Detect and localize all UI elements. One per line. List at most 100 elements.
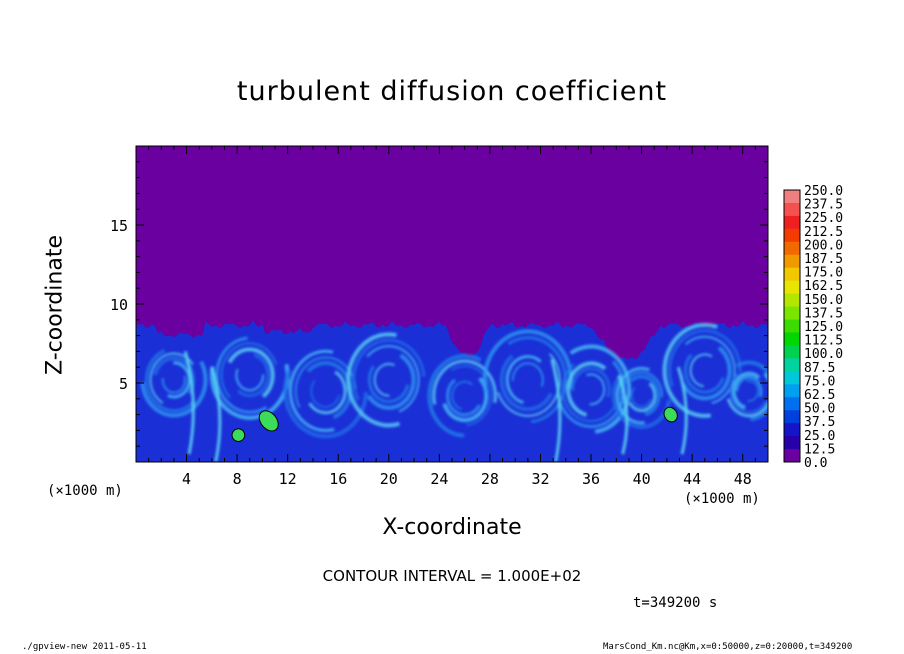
colorbar-label: 87.5 xyxy=(804,361,835,376)
colorbar-label: 37.5 xyxy=(804,415,835,430)
x-tick-label: 40 xyxy=(633,470,651,488)
colorbar-label: 0.0 xyxy=(804,456,827,471)
x-tick-label: 8 xyxy=(233,470,242,488)
eddy-filament xyxy=(668,329,742,387)
colorbar-label: 150.0 xyxy=(804,293,843,308)
eddy-filament xyxy=(373,362,395,397)
eddy-filament xyxy=(220,342,278,399)
x-tick-label: 16 xyxy=(329,470,347,488)
contour-interval: CONTOUR INTERVAL = 1.000E+02 xyxy=(322,567,582,585)
x-tick-label: 20 xyxy=(380,470,398,488)
colorbar-cell xyxy=(784,267,800,282)
y-tick-label: 10 xyxy=(110,296,128,314)
colorbar-cell xyxy=(784,228,800,243)
colorbar-frame xyxy=(783,189,801,463)
eddy-filament xyxy=(149,352,194,404)
eddy-filament xyxy=(689,353,713,388)
contour-line xyxy=(663,406,678,423)
colorbar-label: 162.5 xyxy=(804,279,843,294)
eddy-filament xyxy=(367,353,416,410)
eddy-filaments xyxy=(140,322,768,462)
eddy-filament xyxy=(215,336,268,414)
eddy-filament xyxy=(746,379,760,402)
contour-line xyxy=(231,428,246,442)
eddy-filament xyxy=(499,354,553,412)
colorbar-label: 175.0 xyxy=(804,266,843,281)
eddy-filament xyxy=(140,360,208,418)
eddy-filament xyxy=(566,361,607,417)
eddy-filament xyxy=(367,365,410,404)
colorbar-label: 100.0 xyxy=(804,347,843,362)
colorbar-label: 112.5 xyxy=(804,334,843,349)
eddy-filament xyxy=(288,349,335,433)
eddy-filament xyxy=(237,353,270,398)
eddy-filament xyxy=(561,363,618,423)
colorbar-cell xyxy=(784,215,800,230)
eddy-filament xyxy=(167,361,191,399)
x-tick-label: 44 xyxy=(683,470,701,488)
colorbar: 250.0237.5225.0212.5200.0187.5175.0162.5… xyxy=(783,184,843,471)
colorbar-label: 25.0 xyxy=(804,429,835,444)
eddy-filament xyxy=(628,382,657,412)
footer-right: MarsCond_Km.nc@Km,x=0:50000,z=0:20000,t=… xyxy=(603,642,853,652)
colorbar-label: 137.5 xyxy=(804,306,843,321)
colorbar-cell xyxy=(784,241,800,256)
x-tick-label: 32 xyxy=(531,470,549,488)
z-unit-label: (×1000 m) xyxy=(47,483,123,499)
eddy-filament xyxy=(227,347,275,399)
y-tick-label: 15 xyxy=(110,217,128,235)
eddy-filament xyxy=(735,360,768,422)
eddy-filament xyxy=(497,353,561,417)
colorbar-label: 237.5 xyxy=(804,198,843,213)
eddy-filament xyxy=(507,336,567,424)
eddy-filament xyxy=(446,378,481,417)
eddy-filament xyxy=(366,345,420,413)
colorbar-label: 125.0 xyxy=(804,320,843,335)
eddy-filament xyxy=(631,386,652,408)
plume-filament xyxy=(210,366,222,462)
colorbar-label: 12.5 xyxy=(804,442,835,457)
colorbar-cell xyxy=(784,202,800,217)
colorbar-label: 50.0 xyxy=(804,402,835,417)
eddy-filament xyxy=(629,374,661,417)
time-label: t=349200 s xyxy=(633,595,718,611)
colorbar-cell xyxy=(784,423,800,437)
x-tick-label: 4 xyxy=(182,470,191,488)
colorbar-cell xyxy=(784,384,800,398)
eddy-filament xyxy=(346,332,401,428)
eddy-filament xyxy=(662,322,718,418)
colorbar-label: 225.0 xyxy=(804,211,843,226)
colorbar-cell xyxy=(784,410,800,424)
colorbar-cell xyxy=(784,436,800,450)
eddy-filament xyxy=(726,372,768,418)
colorbar-label: 187.5 xyxy=(804,252,843,267)
eddy-filament xyxy=(729,372,767,413)
eddy-filament xyxy=(427,353,482,438)
plume-filament xyxy=(183,351,195,455)
x-tick-label: 48 xyxy=(734,470,752,488)
eddy-filament xyxy=(505,355,542,404)
contour-line xyxy=(258,410,279,432)
colorbar-cell xyxy=(784,371,800,385)
footer-left: ./gpview-new 2011-05-11 xyxy=(22,642,147,652)
eddy-filament xyxy=(681,346,732,401)
colorbar-cell xyxy=(784,280,800,295)
eddy-filament xyxy=(731,371,761,410)
colorbar-cell xyxy=(784,306,800,321)
colorbar-cell xyxy=(784,449,800,463)
x-tick-label: 28 xyxy=(481,470,499,488)
colorbar-cell xyxy=(784,190,800,204)
plot-area xyxy=(135,145,769,463)
eddy-filament xyxy=(235,368,265,392)
eddy-filament xyxy=(511,362,544,387)
eddy-filament xyxy=(432,359,497,405)
x-tick-label: 36 xyxy=(582,470,600,488)
eddy-filament xyxy=(451,380,474,411)
eddy-filament xyxy=(161,375,186,394)
eddy-filament xyxy=(615,366,651,425)
eddy-filament xyxy=(144,349,195,413)
eddy-filament xyxy=(683,353,725,394)
eddy-filament xyxy=(482,329,573,394)
